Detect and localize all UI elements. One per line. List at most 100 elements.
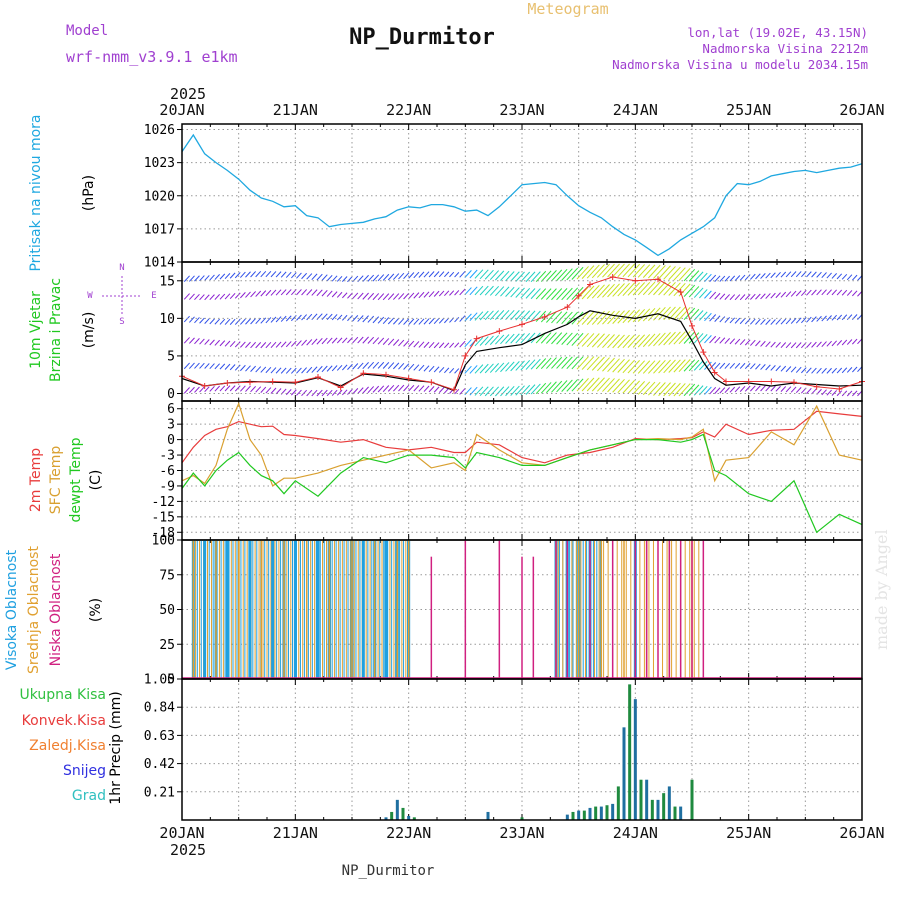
wind-barb	[392, 384, 400, 392]
y-axis-unit-pressure: (hPa)	[81, 175, 97, 211]
wind-barb	[219, 293, 226, 300]
wind-barb	[290, 340, 297, 347]
wind-barb	[413, 364, 420, 371]
year-label-bottom: 2025	[170, 841, 206, 859]
wind-barb	[428, 291, 435, 298]
wind-barb	[408, 272, 415, 279]
wind-barb	[489, 285, 500, 296]
wind-gust-marker	[247, 379, 253, 386]
wind-barb	[739, 339, 746, 346]
wind-barb	[545, 311, 557, 323]
wind-barb	[642, 360, 656, 374]
wind-barb	[423, 365, 430, 372]
wind-barb	[775, 271, 781, 278]
wind-barb	[403, 272, 410, 279]
wind-barb	[280, 341, 287, 348]
y-tick-label: -15	[152, 510, 175, 525]
wind-barb	[321, 337, 328, 345]
x-tick-label-top: 21JAN	[273, 101, 318, 119]
wind-barb	[326, 389, 333, 397]
wind-barb	[765, 272, 771, 279]
wind-barb	[469, 365, 478, 374]
wind-barb	[739, 274, 746, 281]
wind-barb	[770, 272, 776, 279]
wind-barb	[306, 313, 313, 321]
wind-barb	[739, 362, 746, 369]
wind-barb	[443, 342, 450, 349]
wind-gust-marker	[519, 321, 525, 328]
wind-barb	[765, 385, 771, 392]
wind-barb	[795, 317, 802, 324]
wind-barb	[183, 315, 190, 323]
wind-barb	[199, 386, 205, 393]
wind-barb	[765, 341, 771, 348]
wind-barb	[214, 385, 220, 392]
page-title: NP_Durmitor	[349, 25, 495, 50]
y-tick-label: 1026	[144, 123, 175, 138]
wind-barb	[367, 274, 375, 282]
x-tick-label-bottom: 25JAN	[726, 824, 771, 842]
wind-barb	[836, 314, 843, 321]
wind-barb	[326, 365, 333, 372]
wind-barb	[581, 265, 595, 279]
x-tick-label-bottom: 26JAN	[839, 824, 884, 842]
precip-bar	[673, 806, 677, 820]
wind-barb	[698, 361, 708, 371]
wind-gust-marker	[689, 322, 695, 329]
wind-barb	[301, 367, 308, 374]
wind-barb	[566, 356, 579, 370]
model-altitude-label: Nadmorska Visina u modelu 2034.15m	[612, 57, 868, 72]
wind-barb	[673, 359, 686, 373]
wind-barb	[311, 338, 318, 346]
wind-barb	[637, 360, 651, 374]
wind-barb	[398, 384, 405, 392]
wind-barb	[500, 334, 510, 345]
y-tick-label: 100	[152, 534, 175, 549]
wind-barb	[188, 386, 195, 394]
precip-legend-label: Snijeg	[63, 763, 106, 779]
wind-barb	[540, 270, 552, 282]
compass-w-label: W	[87, 291, 93, 301]
wind-barb	[347, 388, 353, 395]
wind-barb	[811, 367, 817, 374]
wind-barb	[183, 275, 190, 282]
wind-barb	[693, 271, 704, 282]
wind-barb	[372, 274, 380, 282]
wind-barb	[836, 273, 843, 280]
wind-barb	[265, 387, 272, 394]
wind-barb	[729, 275, 736, 282]
wind-barb	[183, 387, 190, 394]
wind-barb	[505, 361, 515, 372]
wind-barb	[494, 310, 505, 320]
wind-barb	[780, 271, 787, 278]
wind-barb	[622, 379, 635, 394]
wind-barb	[418, 364, 425, 372]
wind-barb	[806, 341, 812, 348]
wind-barb	[724, 338, 731, 344]
wind-barb	[265, 317, 272, 324]
wind-barb	[438, 342, 445, 349]
wind-barb	[484, 310, 494, 321]
wind-barb	[285, 271, 292, 278]
wind-barb	[806, 316, 812, 323]
wind-barb	[199, 294, 205, 301]
wind-barb	[352, 315, 359, 322]
wind-barb	[607, 283, 620, 298]
wind-barb	[698, 272, 708, 283]
wind-barb	[749, 339, 756, 346]
wind-barb	[362, 292, 369, 300]
wind-barb	[403, 292, 410, 300]
wind-barb	[510, 385, 520, 396]
wind-barb	[693, 333, 704, 344]
wind-barb	[566, 267, 579, 281]
precip-bar	[605, 805, 609, 820]
model-label: Model	[66, 23, 108, 39]
precip-bar	[520, 817, 524, 820]
wind-barb	[770, 292, 776, 299]
wind-barb	[352, 363, 359, 370]
wind-barb	[602, 357, 615, 372]
wind-barb	[209, 294, 215, 301]
wind-barb	[637, 381, 651, 395]
wind-barb	[637, 264, 651, 278]
wind-barb	[357, 336, 364, 344]
